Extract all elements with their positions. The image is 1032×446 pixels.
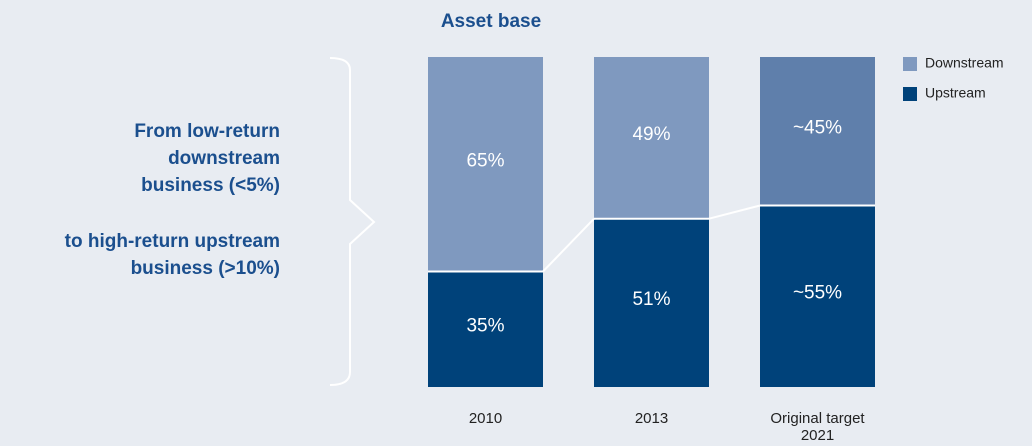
value-label: 51% xyxy=(632,289,670,310)
value-label: 65% xyxy=(466,150,504,171)
bar-segment xyxy=(594,218,709,387)
annotation-line: downstream xyxy=(168,148,280,169)
legend-label: Upstream xyxy=(925,85,986,101)
brace xyxy=(329,57,376,386)
connector xyxy=(708,204,761,220)
bar-segment xyxy=(760,57,875,206)
value-label: ~55% xyxy=(793,282,842,303)
legend-label: Downstream xyxy=(925,55,1004,71)
bar-segment xyxy=(428,271,543,387)
x-tick-label: 2013 xyxy=(634,410,669,427)
bar-segment xyxy=(594,57,709,219)
value-label: ~45% xyxy=(793,117,842,138)
annotation-line: to high-return upstream xyxy=(64,231,280,252)
legend-swatch xyxy=(903,57,917,71)
legend-swatch xyxy=(903,87,917,101)
x-tick-label: 2010 xyxy=(468,410,503,427)
chart-title: Asset base xyxy=(441,11,541,32)
annotation: to high-return upstream business (>10%) xyxy=(65,228,280,282)
bar-segment xyxy=(760,205,875,387)
value-label: 49% xyxy=(632,124,670,145)
value-label: 35% xyxy=(466,315,504,336)
annotation: From low-return downstream business (<5%) xyxy=(134,118,280,199)
annotation-line: From low-return xyxy=(134,121,280,142)
connector xyxy=(542,218,595,273)
annotation-line: business (>10%) xyxy=(130,258,280,279)
x-tick-label: Original target 2021 xyxy=(770,410,865,444)
bar-segment xyxy=(428,57,543,272)
annotation-line: business (<5%) xyxy=(141,175,280,196)
